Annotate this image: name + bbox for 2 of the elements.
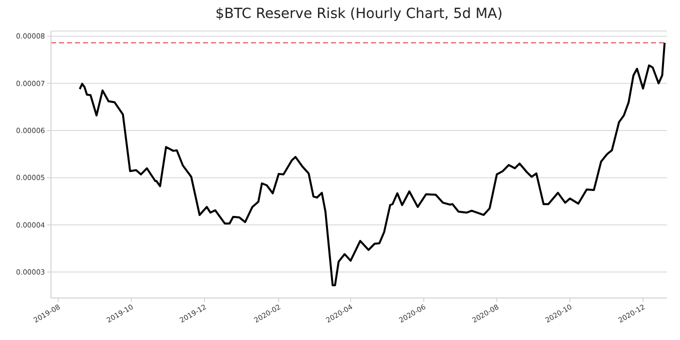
chart-title: $BTC Reserve Risk (Hourly Chart, 5d MA) [214, 6, 504, 22]
line-series [78, 42, 666, 286]
